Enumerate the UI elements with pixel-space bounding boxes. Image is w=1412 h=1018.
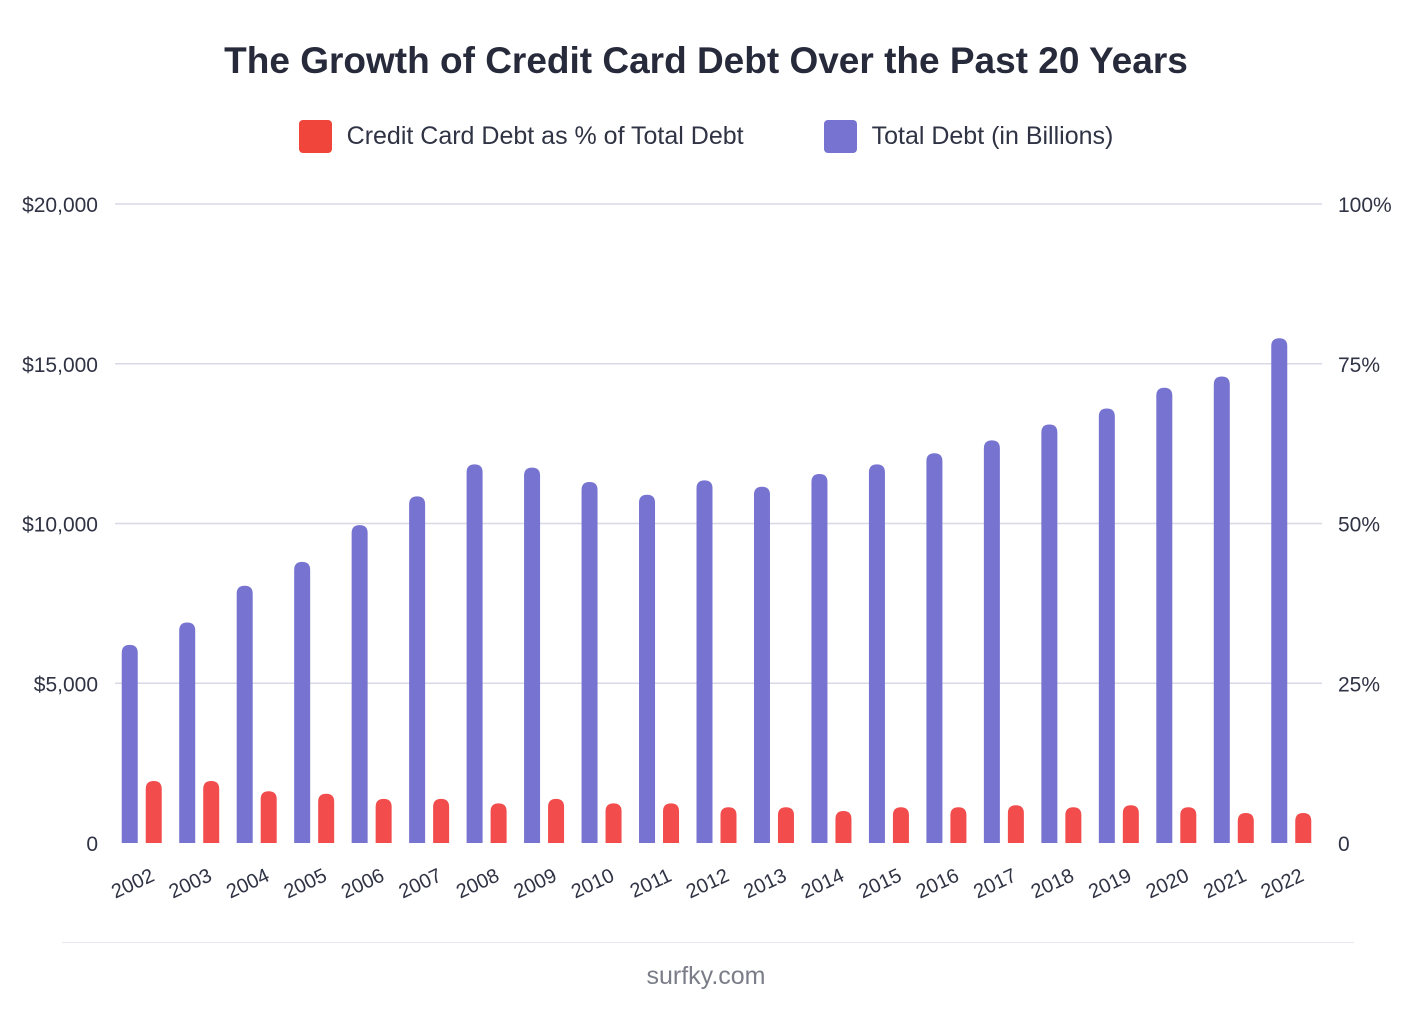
bar-total-debt[interactable]	[926, 453, 943, 843]
x-tick-label: 2014	[798, 865, 848, 904]
legend-item-total-debt[interactable]: Total Debt (in Billions)	[823, 120, 1114, 153]
bar-credit-card-pct[interactable]	[777, 807, 794, 843]
y-right-tick-label: 100%	[1338, 194, 1392, 217]
bar-credit-card-pct[interactable]	[1122, 805, 1139, 843]
bar-credit-card-pct[interactable]	[433, 798, 450, 843]
y-left-tick-label: $15,000	[22, 354, 98, 377]
bar-credit-card-pct[interactable]	[1065, 807, 1082, 843]
bar-total-debt[interactable]	[1098, 408, 1115, 843]
x-tick-label: 2004	[223, 865, 273, 904]
grid-layer	[115, 203, 1322, 684]
y-left-tick-label: $5,000	[34, 673, 98, 696]
bar-total-debt[interactable]	[753, 486, 770, 843]
legend-swatch-credit-card-pct	[298, 120, 332, 153]
bar-credit-card-pct[interactable]	[950, 807, 967, 843]
x-tick-label: 2017	[970, 865, 1020, 904]
chart-legend: Credit Card Debt as % of Total Debt Tota…	[0, 120, 1412, 153]
bar-total-debt[interactable]	[581, 481, 598, 843]
bar-total-debt[interactable]	[1271, 338, 1288, 843]
bar-total-debt[interactable]	[294, 561, 311, 843]
y-axis-left: 0 $5,000 $10,000 $15,000 $20,000	[22, 194, 98, 856]
bar-credit-card-pct[interactable]	[318, 793, 335, 843]
bar-credit-card-pct[interactable]	[663, 803, 680, 843]
bar-credit-card-pct[interactable]	[375, 798, 392, 843]
bar-total-debt[interactable]	[1156, 387, 1173, 843]
x-tick-label: 2016	[913, 865, 963, 904]
bar-credit-card-pct[interactable]	[605, 803, 622, 843]
x-tick-label: 2011	[627, 865, 675, 903]
bar-credit-card-pct[interactable]	[1295, 812, 1312, 843]
y-right-tick-label: 50%	[1338, 514, 1380, 537]
x-tick-label: 2021	[1200, 865, 1250, 904]
y-axis-right: 0 25% 50% 75% 100%	[1338, 194, 1392, 856]
bar-total-debt[interactable]	[811, 473, 828, 843]
bar-credit-card-pct[interactable]	[260, 791, 277, 843]
x-tick-label: 2020	[1143, 865, 1193, 904]
y-right-tick-label: 25%	[1338, 673, 1380, 696]
x-tick-label: 2009	[511, 865, 561, 904]
bar-total-debt[interactable]	[1041, 424, 1058, 843]
x-tick-label: 2015	[855, 865, 905, 904]
bar-credit-card-pct[interactable]	[548, 798, 565, 843]
x-tick-label: 2008	[453, 865, 503, 904]
bar-credit-card-pct[interactable]	[835, 811, 852, 843]
bar-total-debt[interactable]	[868, 464, 885, 843]
x-tick-label: 2019	[1085, 865, 1135, 904]
x-tick-label: 2012	[683, 865, 733, 904]
x-tick-label: 2003	[166, 865, 216, 904]
bar-total-debt[interactable]	[409, 496, 426, 843]
bar-credit-card-pct[interactable]	[1007, 805, 1024, 843]
bar-total-debt[interactable]	[524, 467, 541, 843]
y-right-tick-label: 0	[1338, 833, 1350, 856]
bar-total-debt[interactable]	[639, 494, 656, 843]
bar-credit-card-pct[interactable]	[720, 807, 737, 843]
footer-divider	[62, 942, 1354, 943]
bar-total-debt[interactable]	[351, 525, 368, 843]
bars-layer	[121, 338, 1312, 843]
bar-total-debt[interactable]	[983, 440, 1000, 843]
bar-credit-card-pct[interactable]	[490, 803, 507, 843]
x-axis: 2002 2003 2004 2005 2006 2007 2008 2009 2010 2011…	[108, 865, 1307, 904]
chart-title: The Growth of Credit Card Debt Over the …	[224, 40, 1188, 81]
bar-total-debt[interactable]	[179, 622, 196, 843]
x-tick-label: 2013	[740, 865, 790, 904]
legend-label-credit-card-pct: Credit Card Debt as % of Total Debt	[346, 122, 744, 150]
y-right-tick-label: 75%	[1338, 354, 1380, 377]
bar-total-debt[interactable]	[696, 480, 713, 843]
x-tick-label: 2022	[1258, 865, 1308, 904]
y-left-tick-label: 0	[86, 833, 98, 856]
bar-total-debt[interactable]	[1213, 376, 1230, 843]
bar-total-debt[interactable]	[121, 644, 138, 843]
footer-source: surfky.com	[646, 962, 766, 990]
x-tick-label: 2006	[338, 865, 388, 904]
bar-credit-card-pct[interactable]	[1237, 812, 1254, 843]
x-tick-label: 2005	[281, 865, 331, 904]
legend-item-credit-card-pct[interactable]: Credit Card Debt as % of Total Debt	[298, 120, 744, 153]
bar-total-debt[interactable]	[236, 585, 253, 843]
bar-credit-card-pct[interactable]	[145, 781, 162, 843]
bar-credit-card-pct[interactable]	[892, 807, 909, 843]
legend-swatch-total-debt	[823, 120, 857, 153]
x-tick-label: 2007	[396, 865, 446, 904]
bar-credit-card-pct[interactable]	[203, 781, 220, 843]
x-tick-label: 2018	[1028, 865, 1078, 904]
y-left-tick-label: $20,000	[22, 194, 98, 217]
legend-label-total-debt: Total Debt (in Billions)	[871, 122, 1114, 150]
bar-credit-card-pct[interactable]	[1180, 807, 1197, 843]
y-left-tick-label: $10,000	[22, 514, 98, 537]
x-tick-label: 2010	[568, 865, 618, 904]
bar-total-debt[interactable]	[466, 464, 483, 843]
x-tick-label: 2002	[108, 865, 158, 904]
